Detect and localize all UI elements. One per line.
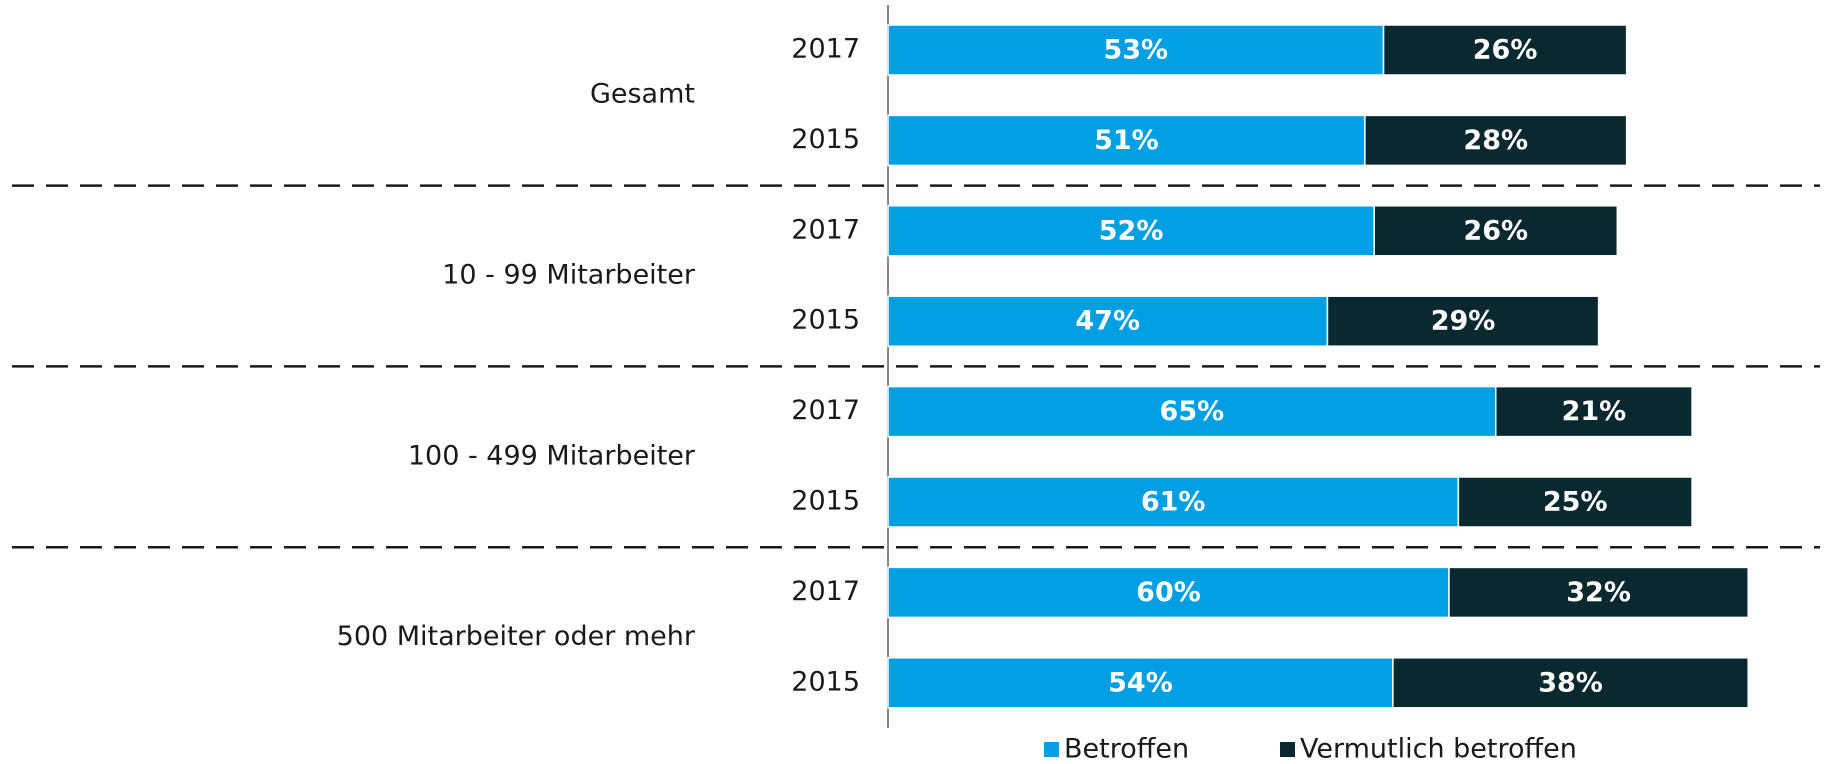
bar-segment	[1382, 24, 1628, 76]
bar-segment	[1373, 205, 1619, 257]
value-label: 32%	[1566, 577, 1631, 608]
legend-label: Betroffen	[1064, 734, 1189, 764]
value-label: 52%	[1099, 215, 1164, 246]
value-label: 65%	[1160, 396, 1225, 427]
value-label: 25%	[1543, 487, 1608, 518]
y-tick-label: 2015	[791, 486, 860, 517]
bar-segment	[1448, 566, 1749, 619]
bar-segment	[887, 566, 1450, 619]
bar-segment	[887, 114, 1366, 167]
value-label: 26%	[1463, 215, 1528, 246]
value-label: 61%	[1141, 487, 1206, 518]
legend-label: Vermutlich betroffen	[1300, 734, 1577, 764]
value-label: 38%	[1538, 667, 1603, 698]
group-label: Gesamt	[590, 79, 695, 110]
y-tick-label: 2017	[791, 395, 860, 426]
value-label: 26%	[1473, 35, 1538, 66]
value-label: 29%	[1431, 306, 1496, 337]
y-tick-label: 2017	[791, 576, 860, 607]
value-label: 47%	[1075, 306, 1140, 337]
bar-segment	[1326, 295, 1600, 347]
group-label: 10 - 99 Mitarbeiter	[442, 260, 696, 291]
bar-segment	[887, 205, 1375, 257]
value-label: 51%	[1094, 125, 1159, 156]
bar-segment	[887, 24, 1385, 76]
y-tick-label: 2015	[791, 305, 860, 336]
value-label: 28%	[1463, 125, 1528, 156]
legend-swatch	[1044, 742, 1059, 757]
bar-segment	[1392, 657, 1749, 709]
y-tick-label: 2015	[791, 666, 860, 697]
value-label: 54%	[1108, 667, 1173, 698]
legend-swatch	[1280, 742, 1295, 757]
bar-segment	[887, 385, 1497, 438]
y-tick-label: 2017	[791, 34, 860, 65]
value-label: 21%	[1562, 396, 1627, 427]
value-label: 53%	[1103, 35, 1168, 66]
value-label: 60%	[1136, 577, 1201, 608]
bar-segment	[887, 657, 1394, 709]
bar-segment	[1364, 114, 1628, 167]
group-label: 100 - 499 Mitarbeiter	[408, 440, 696, 471]
bar-segment	[887, 476, 1460, 528]
y-tick-label: 2015	[791, 124, 860, 155]
bar-segment	[1457, 476, 1693, 528]
bar-segment	[1495, 385, 1693, 438]
group-label: 500 Mitarbeiter oder mehr	[337, 621, 696, 652]
y-tick-label: 2017	[791, 214, 860, 245]
